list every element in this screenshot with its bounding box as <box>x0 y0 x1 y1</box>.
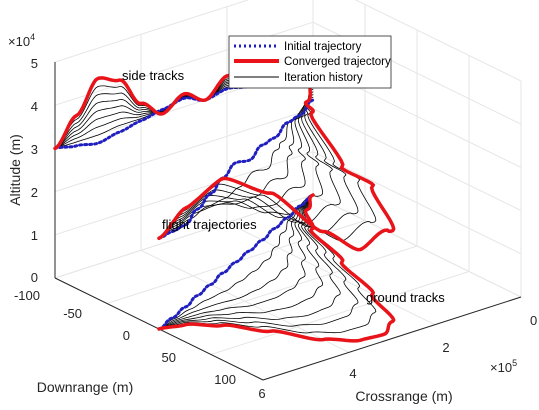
z-tick-label: 1 <box>31 228 38 243</box>
legend-label-converged: Converged trajectory <box>284 56 391 68</box>
z-tick-label: 5 <box>31 56 38 71</box>
y-tick-label: 100 <box>214 372 236 387</box>
z-tick-label: 2 <box>31 185 38 200</box>
iteration-flight-trajectory <box>158 80 377 242</box>
grid-line <box>54 108 314 193</box>
x-tick-label: 4 <box>349 366 356 381</box>
iteration-flight-trajectory <box>158 86 341 239</box>
x-tick-label: 6 <box>258 386 265 401</box>
iteration-ground-track <box>158 194 323 330</box>
y-tick-labels: -100 -50 0 50 100 <box>14 288 236 387</box>
iteration-ground-track <box>158 194 314 330</box>
z-tick-labels: 0 1 2 3 4 5 <box>31 56 38 285</box>
converged-ground-track <box>157 193 396 343</box>
x-axis-line <box>262 296 522 381</box>
x-tick-labels: 0 2 4 6 <box>258 313 537 401</box>
y-axis-label: Downrange (m) <box>37 379 133 395</box>
y-tick-label: 0 <box>123 328 130 343</box>
trajectory-curves <box>53 37 396 343</box>
z-tick-label: 3 <box>31 142 38 157</box>
x-axis-label: Crossrange (m) <box>355 388 452 404</box>
grid-line <box>54 194 314 279</box>
x-tick-label: 2 <box>442 340 449 355</box>
grid-line <box>210 271 470 355</box>
iteration-flight-trajectory <box>158 88 323 239</box>
annotation-ground-tracks: ground tracks <box>366 290 445 305</box>
grid-line <box>158 245 418 330</box>
z-axis-label: Altitude (m) <box>7 134 23 206</box>
legend: Initial trajectory Converged trajectory … <box>228 35 392 89</box>
x-exponent: ×105 <box>490 358 517 375</box>
z-exponent: ×104 <box>8 32 35 49</box>
y-tick-label: 50 <box>162 350 176 365</box>
z-tick-label: 4 <box>31 99 38 114</box>
iteration-ground-track <box>158 194 377 334</box>
y-tick-label: -50 <box>63 306 82 321</box>
x-tick-label: 0 <box>530 313 537 328</box>
grid-line <box>54 0 250 63</box>
legend-label-initial: Initial trajectory <box>284 41 362 53</box>
z-tick-label: 0 <box>31 270 38 285</box>
legend-label-iteration: Iteration history <box>284 72 363 84</box>
svg-text:×104: ×104 <box>8 32 35 49</box>
initial-ground-track <box>157 193 315 331</box>
initial-flight-trajectory <box>157 98 315 240</box>
annotation-flight-trajectories: flight trajectories <box>162 217 257 232</box>
converged-flight-trajectory <box>157 76 396 252</box>
svg-text:×105: ×105 <box>490 358 517 375</box>
y-tick-label: -100 <box>14 288 40 303</box>
annotation-side-tracks: side tracks <box>122 68 185 83</box>
